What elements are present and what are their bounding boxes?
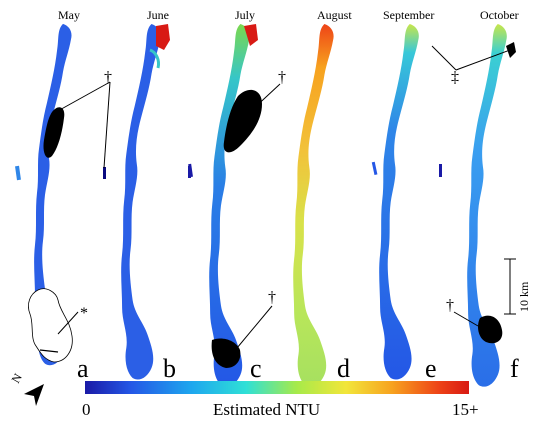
annotation-lines [55,45,511,355]
no-data-region-july [223,89,262,153]
lake-map-may [15,23,106,366]
month-label-july: July [235,8,255,22]
no-data-region-october-north [506,42,516,58]
lake-map-july [188,24,262,387]
panel-letter-c: c [250,354,262,383]
dagger-marker-july-north: † [278,69,286,86]
colorbar-max-label: 15+ [452,400,479,419]
dagger-marker-july-south: † [268,289,276,306]
north-arrow-icon: N [8,371,44,406]
no-data-region-july-south [211,338,241,368]
month-label-may: May [58,8,80,22]
month-label-september: September [383,8,434,22]
panel-letter-f: f [510,354,519,383]
lake-map-september [379,24,442,380]
lake-map-june [121,24,193,380]
north-arrow-label: N [8,371,25,386]
inset-bar-july [188,166,191,178]
inset-bar-may-dark [103,167,106,179]
colorbar [85,381,469,394]
panel-letter-e: e [425,354,437,383]
high-turbidity-region-june [156,24,170,50]
panel-letter-d: d [337,354,350,383]
dagger-marker-october: † [446,297,454,314]
lake-basin-outline-may [28,288,73,363]
inset-bar-september [439,164,442,177]
no-data-region-october-south [478,315,503,344]
month-label-june: June [147,8,169,22]
no-data-region-may [43,107,65,158]
colorbar-min-label: 0 [82,400,91,419]
month-label-october: October [480,8,519,22]
asterisk-marker-may: * [80,305,88,322]
lake-map-october [467,24,516,387]
panel-letter-b: b [163,354,176,383]
panel-letter-a: a [77,354,89,383]
month-label-august: August [317,8,352,22]
lake-map-august [293,24,378,387]
scale-bar-label: 10 km [517,281,531,312]
scale-bar [504,258,516,315]
inset-bar-may [15,165,21,181]
dagger-marker-may: † [104,69,112,86]
inset-bar-august [371,161,378,176]
colorbar-title: Estimated NTU [213,400,320,419]
double-dagger-marker-sept-oct: ‡ [451,69,459,86]
